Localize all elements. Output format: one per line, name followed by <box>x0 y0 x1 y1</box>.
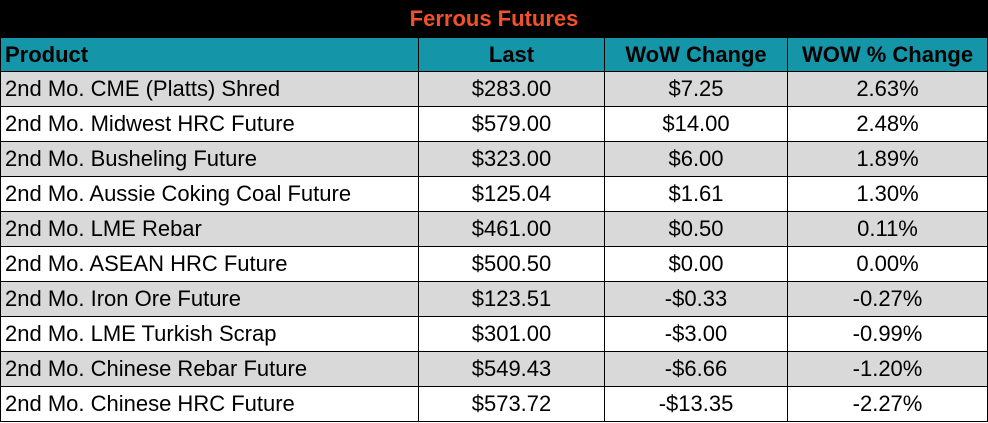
wow-pct-cell: 1.30% <box>786 176 988 212</box>
table-row: 2nd Mo. Chinese Rebar Future $549.43 -$6… <box>0 351 988 387</box>
table-row: 2nd Mo. Chinese HRC Future $573.72 -$13.… <box>0 386 988 422</box>
column-header-last: Last <box>418 37 605 72</box>
last-cell: $125.04 <box>418 176 605 212</box>
product-cell: 2nd Mo. ASEAN HRC Future <box>0 246 419 282</box>
product-cell: 2nd Mo. CME (Platts) Shred <box>0 71 419 107</box>
wow-change-cell: $0.00 <box>604 246 788 282</box>
table-row: 2nd Mo. Midwest HRC Future $579.00 $14.0… <box>0 106 988 142</box>
table-row: 2nd Mo. CME (Platts) Shred $283.00 $7.25… <box>0 71 988 107</box>
wow-pct-cell: 2.48% <box>786 106 988 142</box>
wow-change-cell: -$6.66 <box>604 351 788 387</box>
last-cell: $323.00 <box>418 141 605 177</box>
table-row: 2nd Mo. LME Rebar $461.00 $0.50 0.11% <box>0 211 988 247</box>
column-header-wow-change: WoW Change <box>604 37 788 72</box>
table-row: 2nd Mo. ASEAN HRC Future $500.50 $0.00 0… <box>0 246 988 282</box>
product-cell: 2nd Mo. Chinese HRC Future <box>0 386 419 422</box>
wow-change-cell: -$3.00 <box>604 316 788 352</box>
last-cell: $123.51 <box>418 281 605 317</box>
wow-pct-cell: 0.00% <box>786 246 988 282</box>
product-cell: 2nd Mo. LME Rebar <box>0 211 419 247</box>
product-cell: 2nd Mo. Aussie Coking Coal Future <box>0 176 419 212</box>
wow-change-cell: $14.00 <box>604 106 788 142</box>
column-header-product: Product <box>0 37 419 72</box>
header-row: Product Last WoW Change WOW % Change <box>0 37 988 72</box>
product-cell: 2nd Mo. Busheling Future <box>0 141 419 177</box>
wow-change-cell: -$13.35 <box>604 386 788 422</box>
column-header-wow-pct-change: WOW % Change <box>786 37 988 72</box>
product-cell: 2nd Mo. LME Turkish Scrap <box>0 316 419 352</box>
wow-pct-cell: -0.27% <box>786 281 988 317</box>
last-cell: $579.00 <box>418 106 605 142</box>
wow-pct-cell: 0.11% <box>786 211 988 247</box>
wow-change-cell: $6.00 <box>604 141 788 177</box>
last-cell: $461.00 <box>418 211 605 247</box>
table-row: 2nd Mo. Aussie Coking Coal Future $125.0… <box>0 176 988 212</box>
wow-pct-cell: -2.27% <box>786 386 988 422</box>
product-cell: 2nd Mo. Midwest HRC Future <box>0 106 419 142</box>
last-cell: $573.72 <box>418 386 605 422</box>
wow-pct-cell: 2.63% <box>786 71 988 107</box>
last-cell: $301.00 <box>418 316 605 352</box>
table-title: Ferrous Futures <box>0 0 988 38</box>
last-cell: $283.00 <box>418 71 605 107</box>
last-cell: $549.43 <box>418 351 605 387</box>
wow-change-cell: $7.25 <box>604 71 788 107</box>
product-cell: 2nd Mo. Chinese Rebar Future <box>0 351 419 387</box>
table-row: 2nd Mo. Iron Ore Future $123.51 -$0.33 -… <box>0 281 988 317</box>
wow-pct-cell: 1.89% <box>786 141 988 177</box>
wow-change-cell: $0.50 <box>604 211 788 247</box>
table-row: 2nd Mo. Busheling Future $323.00 $6.00 1… <box>0 141 988 177</box>
wow-change-cell: -$0.33 <box>604 281 788 317</box>
wow-pct-cell: -0.99% <box>786 316 988 352</box>
wow-pct-cell: -1.20% <box>786 351 988 387</box>
last-cell: $500.50 <box>418 246 605 282</box>
table-row: 2nd Mo. LME Turkish Scrap $301.00 -$3.00… <box>0 316 988 352</box>
wow-change-cell: $1.61 <box>604 176 788 212</box>
product-cell: 2nd Mo. Iron Ore Future <box>0 281 419 317</box>
title-row: Ferrous Futures <box>0 0 988 38</box>
